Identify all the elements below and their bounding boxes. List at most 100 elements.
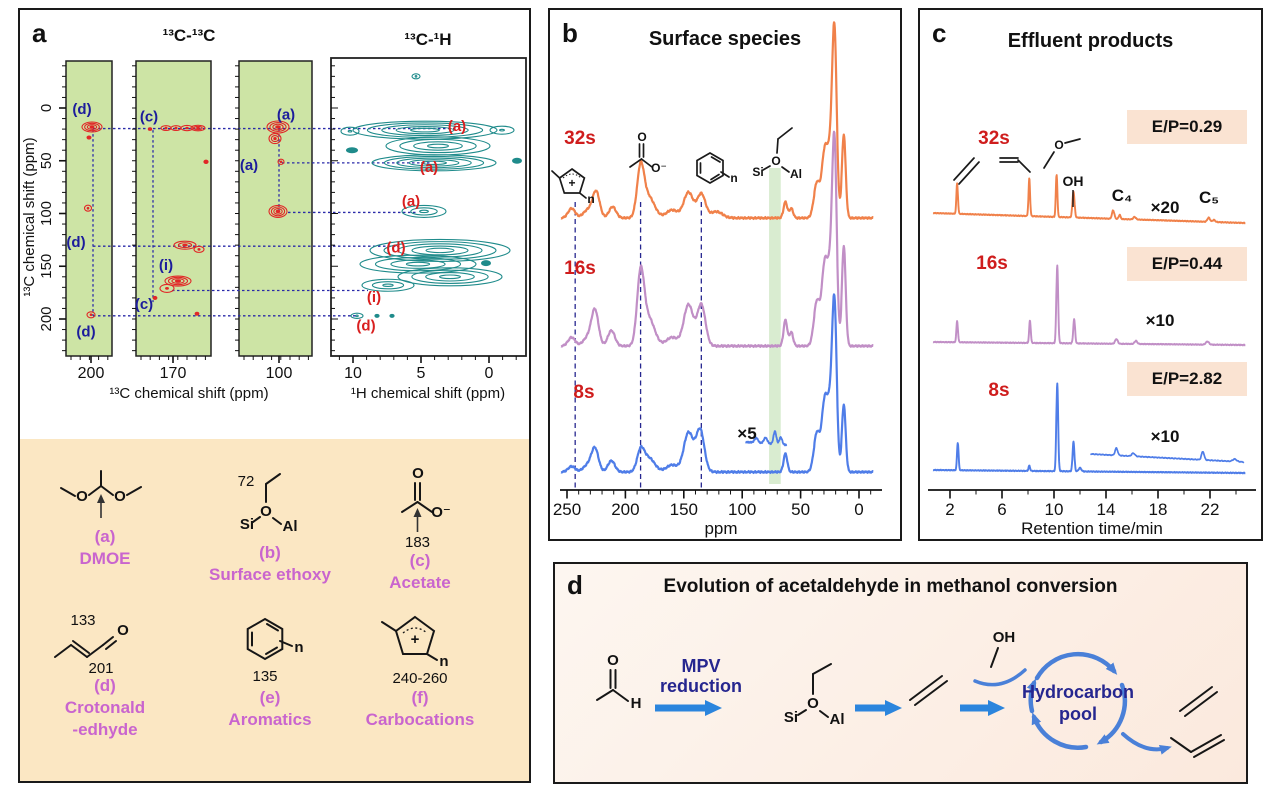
shift-label-240-260: 240-260 xyxy=(392,670,447,687)
y-tick-label: 100 xyxy=(38,201,55,226)
shift-label-183: 183 xyxy=(405,534,430,550)
line-shape xyxy=(640,158,653,168)
nmr-contour-blob xyxy=(270,135,280,143)
oxygen-atom: O xyxy=(607,652,619,669)
crosspeak-label: (c) xyxy=(135,296,153,313)
nmr-contour-blob xyxy=(489,125,515,135)
crosspeak-label: (i) xyxy=(159,257,173,274)
y-tick-label: 50 xyxy=(38,152,55,169)
nmr-contour-blob xyxy=(427,143,449,149)
plus-charge: + xyxy=(411,631,420,648)
nmr-contour-blob xyxy=(89,313,93,317)
panel-d: d Evolution of acetaldehyde in methanol … xyxy=(553,562,1248,784)
line-shape xyxy=(819,710,829,718)
pointer-arrow-head xyxy=(413,508,422,517)
nmr-contour-blob xyxy=(425,247,455,254)
legend-item-dmoe: O O (a) DMOE xyxy=(30,464,180,570)
nmr-contour-blob xyxy=(371,154,497,172)
reaction-scheme: O H MPV reduction O Si Al xyxy=(596,629,1225,758)
line-shape xyxy=(578,192,587,199)
nmr-contour-blob xyxy=(174,279,182,283)
line-shape xyxy=(596,689,614,701)
series-label-8s: 8s xyxy=(988,380,1010,401)
line-shape xyxy=(629,158,643,168)
crosspeak-label: (i) xyxy=(367,289,381,306)
x-tick-label: 22 xyxy=(1201,500,1220,519)
spectrum-32s xyxy=(560,21,874,220)
acetate-structure-small: O O⁻ xyxy=(629,130,667,175)
nmr-contour-blob xyxy=(352,120,498,140)
y-tick-label: 200 xyxy=(38,306,55,331)
delocalization-arc xyxy=(402,627,428,634)
surface-species-spectra: 250 200 150 100 50 0 + n O O⁻ xyxy=(551,21,882,538)
nmr-contour-blob xyxy=(182,243,188,247)
peak-annotations: (d) (c) (a)(a)(d)(i)(c)(d)(a)(a)(a)(d)(i)(… xyxy=(66,101,466,341)
series-label-16s: 16s xyxy=(564,258,596,279)
nmr-contour-blob xyxy=(361,278,415,292)
line-shape xyxy=(914,680,948,706)
nmr-contour-blob xyxy=(396,157,472,169)
x-tick-label: 100 xyxy=(266,365,293,382)
line-shape xyxy=(279,640,293,647)
line-shape xyxy=(126,486,142,496)
panel-b-title: Surface species xyxy=(648,28,802,50)
arrow-head xyxy=(885,700,902,716)
nmr-contour-blob xyxy=(383,155,485,170)
polygon-shape xyxy=(696,152,724,184)
propylene-structure xyxy=(999,157,1031,173)
legend-name: Carbocations xyxy=(365,710,475,730)
crosspeak-label: (a) xyxy=(420,159,438,176)
contour-peaks xyxy=(81,73,522,319)
crosspeak-label: (a) xyxy=(240,157,258,174)
polygon-shape xyxy=(394,615,436,655)
line-shape xyxy=(88,485,102,496)
nmr-contour-blob xyxy=(180,124,194,132)
shift-label-201: 201 xyxy=(88,660,113,675)
nmr-contour-blob xyxy=(275,125,281,129)
nmr-contour-blob xyxy=(167,276,189,286)
magnification-x20: ×20 xyxy=(1150,198,1180,217)
line-shape xyxy=(54,644,72,658)
panel-c-letter: c xyxy=(932,18,947,48)
legend-key: (a) xyxy=(94,527,116,546)
x-axis: 2 6 10 14 18 22 xyxy=(928,489,1256,519)
panel-c: c Effluent products 2 6 10 14 18 22 O OH Rete… xyxy=(918,8,1263,541)
nmr-contour-blob xyxy=(371,281,405,290)
nmr-contour-blob xyxy=(414,74,418,78)
mpv-label: MPV xyxy=(681,656,720,676)
line-shape xyxy=(1179,686,1213,712)
dmoe-structure: O O xyxy=(60,470,142,518)
line-shape xyxy=(265,473,281,485)
nmr-contour-blob xyxy=(275,209,281,214)
y-tick-label: 150 xyxy=(38,254,55,279)
nmr-contour-blob xyxy=(272,123,284,131)
x-tick-label: 6 xyxy=(997,500,1006,519)
oxygen-atom: O xyxy=(76,488,88,505)
magnification-x5: ×5 xyxy=(737,424,757,443)
panel-b-letter: b xyxy=(562,18,578,48)
chromatogram-8s xyxy=(932,382,1246,475)
ethoxy-highlight-band xyxy=(769,168,781,484)
product-propylene-structure xyxy=(1170,734,1225,758)
line-shape xyxy=(105,640,117,650)
line-shape xyxy=(958,161,980,185)
ethoxy-band-rect xyxy=(769,168,781,484)
c5-label: C₅ xyxy=(1198,188,1220,207)
nmr-contour-blob xyxy=(419,209,429,214)
line-shape xyxy=(401,501,419,513)
shift-label-135: 135 xyxy=(252,668,277,685)
line-shape xyxy=(266,623,279,632)
x-axis-label-13c: ¹³C chemical shift (ppm) xyxy=(109,385,268,402)
spectrum-8s-x5-inset xyxy=(745,430,788,447)
effluent-chromatograms: 2 6 10 14 18 22 O OH Retention time/min xyxy=(928,138,1256,538)
nmr-contour-blob xyxy=(196,126,200,130)
nmr-contour-blob xyxy=(421,160,447,166)
line-shape xyxy=(797,709,807,716)
nmr-contour-blob xyxy=(411,269,489,284)
oxygen-atom: O xyxy=(412,465,424,482)
x-tick-label: 14 xyxy=(1097,500,1116,519)
line-shape xyxy=(1043,151,1055,169)
x-axis-caption: Retention time/min xyxy=(1021,519,1163,538)
line-shape xyxy=(1193,739,1225,758)
nmr-contour-blob xyxy=(273,137,277,141)
